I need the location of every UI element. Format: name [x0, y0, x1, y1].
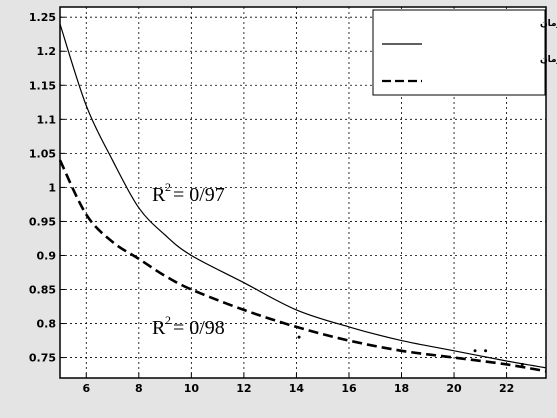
x-tick-label: 16	[341, 382, 357, 395]
r2-annotation-base: R	[152, 317, 166, 339]
y-tick-label: 0.8	[37, 318, 57, 331]
scatter-point	[297, 335, 301, 339]
annotations: R 2 = 0/97R 2 = 0/98	[152, 180, 225, 339]
y-tick-label: 1.25	[29, 11, 56, 24]
y-tick-label: 0.95	[29, 215, 56, 228]
legend-entry-2-label: انمودار درصد بازسازی - زمان	[540, 55, 557, 65]
y-axis-ticks: 0.75 0.8 0.85 0.9 0.95 1 1.05 1.1 1.15 1.2 1.25	[29, 11, 65, 365]
legend: انمودار درصد تحکیم زمان انمودار درصد باز…	[372, 9, 557, 96]
r2-annotation-value: = 0/98	[173, 317, 225, 339]
x-tick-label: 18	[394, 382, 409, 395]
series-layer	[58, 23, 547, 373]
y-tick-label: 0.85	[29, 284, 56, 297]
scatter-points	[297, 335, 524, 366]
x-axis-ticks: 6 8 10 12 14 16 18 20 22	[82, 373, 514, 395]
x-tick-label: 8	[135, 382, 143, 395]
solid-series-line	[59, 23, 547, 369]
dashed-series-line	[58, 159, 547, 373]
legend-entry-1-label: انمودار درصد تحکیم زمان	[540, 19, 557, 29]
r2-annotation-superscript: 2	[165, 180, 171, 194]
y-tick-label: 0.9	[37, 249, 57, 262]
x-tick-label: 14	[289, 382, 305, 395]
y-tick-label: 0.75	[29, 352, 56, 365]
y-tick-label: 1.05	[29, 147, 56, 160]
x-tick-label: 6	[82, 382, 90, 395]
r2-annotation-superscript: 2	[165, 313, 171, 327]
scatter-point	[484, 349, 488, 353]
scatter-point	[473, 349, 477, 353]
legend-box	[372, 9, 546, 96]
x-tick-label: 22	[499, 382, 514, 395]
r2-annotation-value: = 0/97	[173, 184, 225, 206]
y-tick-label: 1.2	[37, 45, 57, 58]
r2-annotation-base: R	[152, 184, 166, 206]
x-tick-label: 10	[184, 382, 200, 395]
y-tick-label: 1.15	[29, 79, 56, 92]
x-tick-label: 20	[446, 382, 462, 395]
scatter-point	[520, 362, 524, 366]
x-tick-label: 12	[236, 382, 251, 395]
y-tick-label: 1.1	[37, 113, 57, 126]
y-tick-label: 1	[48, 181, 56, 194]
